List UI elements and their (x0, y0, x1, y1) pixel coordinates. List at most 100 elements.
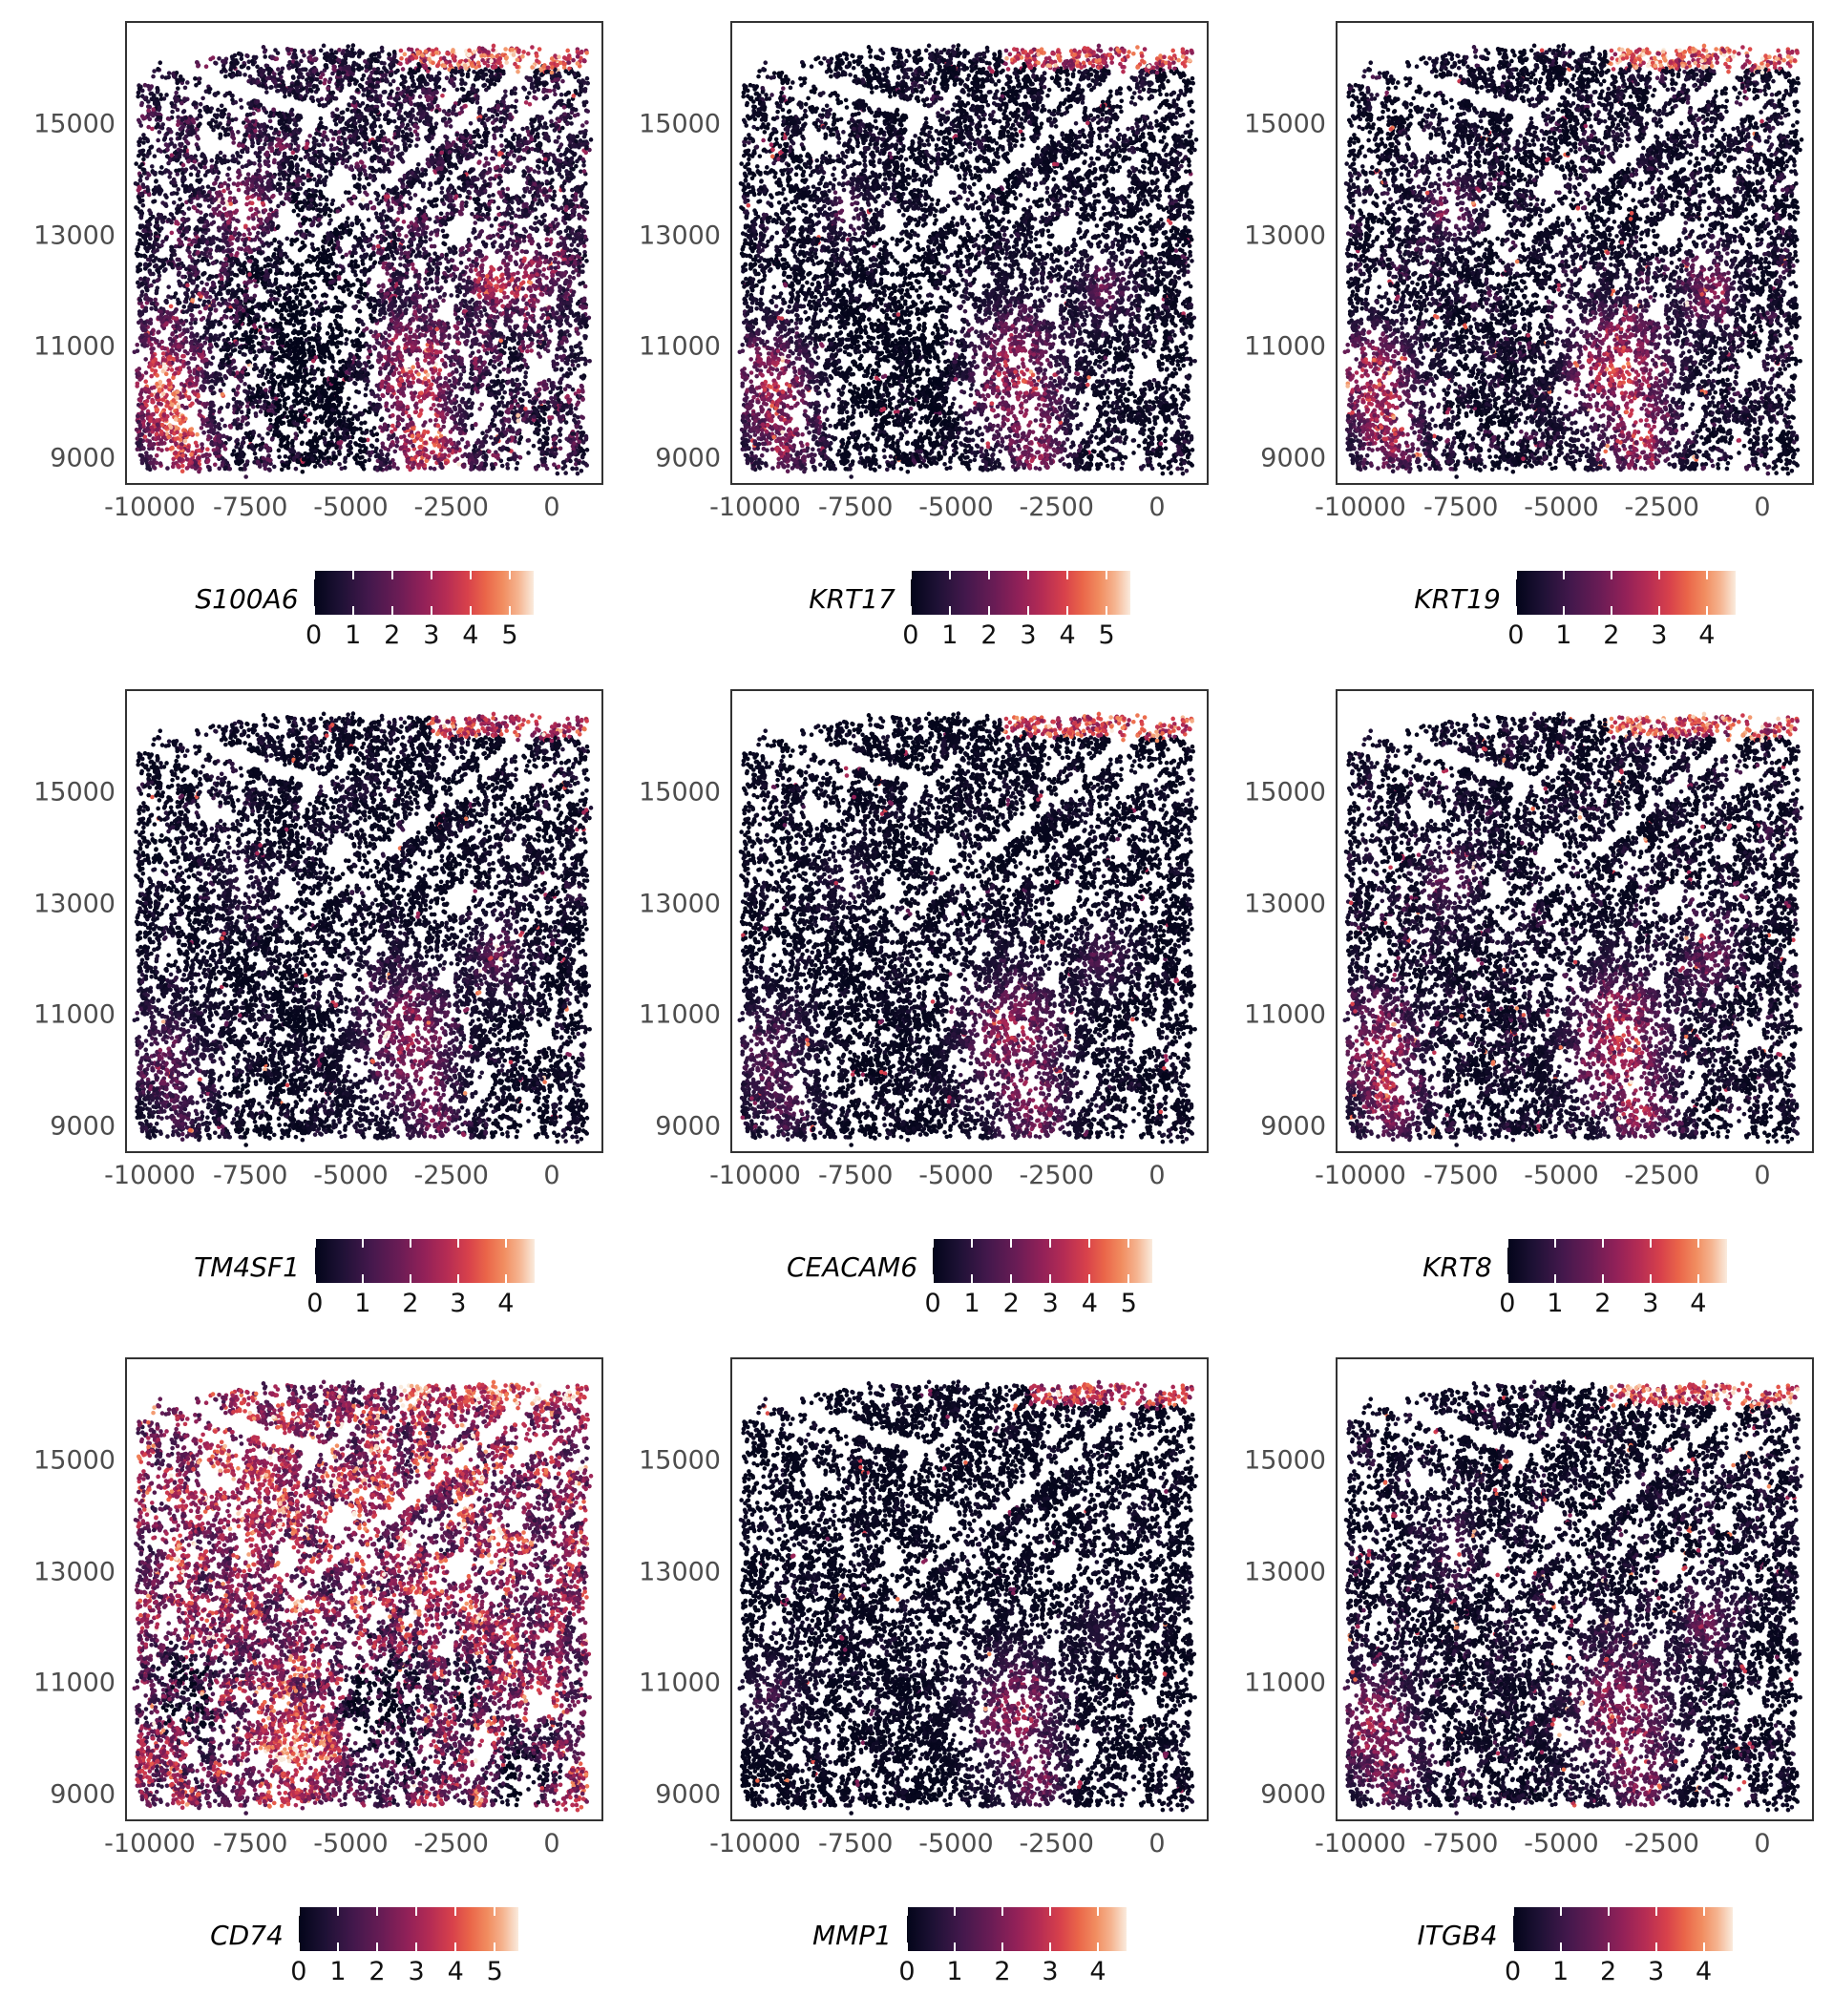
x-tick-label: -2500 (1019, 493, 1094, 522)
y-tick-label: 11000 (639, 331, 721, 362)
colorbar-tick-mark (1026, 571, 1029, 579)
x-axis-krt8: -10000 -7500 -5000 -2500 0 (1315, 1153, 1814, 1195)
colorbar-tick-mark (1097, 1907, 1099, 1916)
x-axis-mmp1: -10000 -7500 -5000 -2500 0 (709, 1821, 1209, 1863)
colorbar-tick-mark (508, 571, 511, 579)
colorbar-tick-mark (1049, 1907, 1051, 1916)
y-axis-tm4sf1: 15000 13000 11000 9000 (25, 689, 125, 1153)
colorbar-tick-label: 2 (980, 620, 998, 650)
y-axis-s100a6: 15000 13000 11000 9000 (25, 21, 125, 485)
x-axis-krt19: -10000 -7500 -5000 -2500 0 (1315, 485, 1814, 527)
x-tick-label: -7500 (818, 493, 894, 522)
colorbar-tick-mark (1559, 1942, 1562, 1951)
y-axis-krt19: 15000 13000 11000 9000 (1235, 21, 1336, 485)
y-tick-label: 9000 (1260, 1779, 1326, 1810)
colorbar-tick-mark (1511, 1942, 1514, 1951)
y-tick-label: 13000 (639, 1557, 721, 1587)
colorbar-tick-label: 4 (1059, 620, 1076, 650)
colorbar-tick-mark (409, 1239, 411, 1248)
colorbar-tick-label: 0 (306, 620, 323, 650)
y-tick-label: 13000 (1244, 889, 1326, 919)
gene-label: ITGB4 (1417, 1920, 1498, 1951)
colorbar-tick-label: 1 (963, 1289, 980, 1318)
colorbar-tick-mark (313, 1239, 316, 1248)
x-tick-label: -2500 (413, 1161, 489, 1190)
colorbar-tick-mark (390, 571, 393, 579)
colorbar-tick-label: 0 (306, 1289, 324, 1318)
colorbar-tick-mark (456, 1239, 459, 1248)
x-tick-label: 0 (543, 1829, 560, 1858)
colorbar-tick-label: 0 (1507, 620, 1525, 650)
colorbar-row-krt19: KRT19 0 1 2 3 4 (1336, 571, 1814, 653)
x-tick-label: -5000 (918, 1829, 994, 1858)
colorbar-tick-mark (1127, 1274, 1130, 1283)
scatter-canvas-ceacam6 (732, 691, 1207, 1151)
y-tick-label: 11000 (639, 1668, 721, 1698)
y-tick-label: 11000 (1244, 999, 1326, 1030)
colorbar-tick-mark (297, 1907, 300, 1916)
colorbar-tick-mark (336, 1942, 339, 1951)
colorbar-tick-label: 3 (408, 1957, 425, 1986)
colorbar-gradient (907, 1907, 1127, 1951)
colorbar-tick-mark (1049, 1274, 1052, 1283)
colorbar-tick-mark (909, 606, 912, 615)
gene-label: MMP1 (811, 1920, 892, 1951)
colorbar-tick-mark (390, 606, 393, 615)
y-tick-label: 11000 (639, 999, 721, 1030)
x-tick-label: -2500 (413, 493, 489, 522)
colorbar-tick-mark (971, 1239, 974, 1248)
colorbar-tick-mark (932, 1239, 935, 1248)
colorbar-tick-mark (504, 1274, 507, 1283)
x-tick-label: 0 (543, 1161, 560, 1190)
x-tick-label: -7500 (1423, 493, 1499, 522)
colorbar-row-mmp1: MMP1 0 1 2 3 4 (730, 1907, 1209, 1989)
x-tick-label: -10000 (104, 1161, 196, 1190)
colorbar-tick-label: 1 (1555, 620, 1572, 650)
x-tick-label: 0 (1754, 1161, 1771, 1190)
x-tick-label: -5000 (313, 493, 389, 522)
plot-area-tm4sf1 (125, 689, 603, 1153)
colorbar-tick-mark (1649, 1239, 1652, 1248)
x-tick-label: -10000 (709, 1829, 801, 1858)
x-tick-label: -2500 (413, 1829, 489, 1858)
x-tick-label: -5000 (1524, 1161, 1599, 1190)
colorbar-tick-mark (948, 571, 951, 579)
colorbar-tick-mark (456, 1274, 459, 1283)
y-tick-label: 13000 (33, 889, 116, 919)
panel-ceacam6: 15000 13000 11000 9000 -10000 -7500 -5000 -2500… (630, 689, 1209, 1321)
x-tick-label: -7500 (213, 1161, 288, 1190)
scatter-canvas-tm4sf1 (127, 691, 601, 1151)
colorbar-tick-mark (504, 1239, 507, 1248)
scatter-canvas-krt19 (1338, 23, 1812, 483)
y-tick-label: 15000 (639, 777, 721, 808)
colorbar-tick-mark (376, 1942, 379, 1951)
y-tick-label: 15000 (1244, 1445, 1326, 1476)
x-tick-label: -2500 (1019, 1161, 1094, 1190)
gene-label: KRT17 (809, 583, 895, 615)
panel-krt8: 15000 13000 11000 9000 -10000 -7500 -5000 -2500… (1235, 689, 1814, 1321)
y-tick-label: 15000 (33, 109, 116, 139)
colorbar-tick-mark (1066, 606, 1069, 615)
x-tick-label: -7500 (818, 1161, 894, 1190)
colorbar-gradient (910, 571, 1130, 615)
x-tick-label: -2500 (1624, 1829, 1699, 1858)
x-tick-label: 0 (1148, 1829, 1166, 1858)
y-tick-label: 15000 (33, 777, 116, 808)
colorbar-tick-mark (1657, 606, 1660, 615)
colorbar-tick-mark (508, 606, 511, 615)
x-tick-label: -5000 (313, 1161, 389, 1190)
y-axis-itgb4: 15000 13000 11000 9000 (1235, 1357, 1336, 1821)
colorbar-tick-mark (1654, 1942, 1657, 1951)
x-tick-label: 0 (1754, 1829, 1771, 1858)
colorbar-tick-mark (1657, 571, 1660, 579)
y-tick-label: 11000 (33, 1668, 116, 1698)
colorbar-tick-label: 1 (1547, 1289, 1564, 1318)
scatter-canvas-krt8 (1338, 691, 1812, 1151)
colorbar-row-cd74: CD74 0 1 2 3 4 5 (125, 1907, 603, 1989)
colorbar-gradient (1515, 571, 1736, 615)
colorbar-tick-label: 5 (1120, 1289, 1137, 1318)
y-axis-krt8: 15000 13000 11000 9000 (1235, 689, 1336, 1153)
